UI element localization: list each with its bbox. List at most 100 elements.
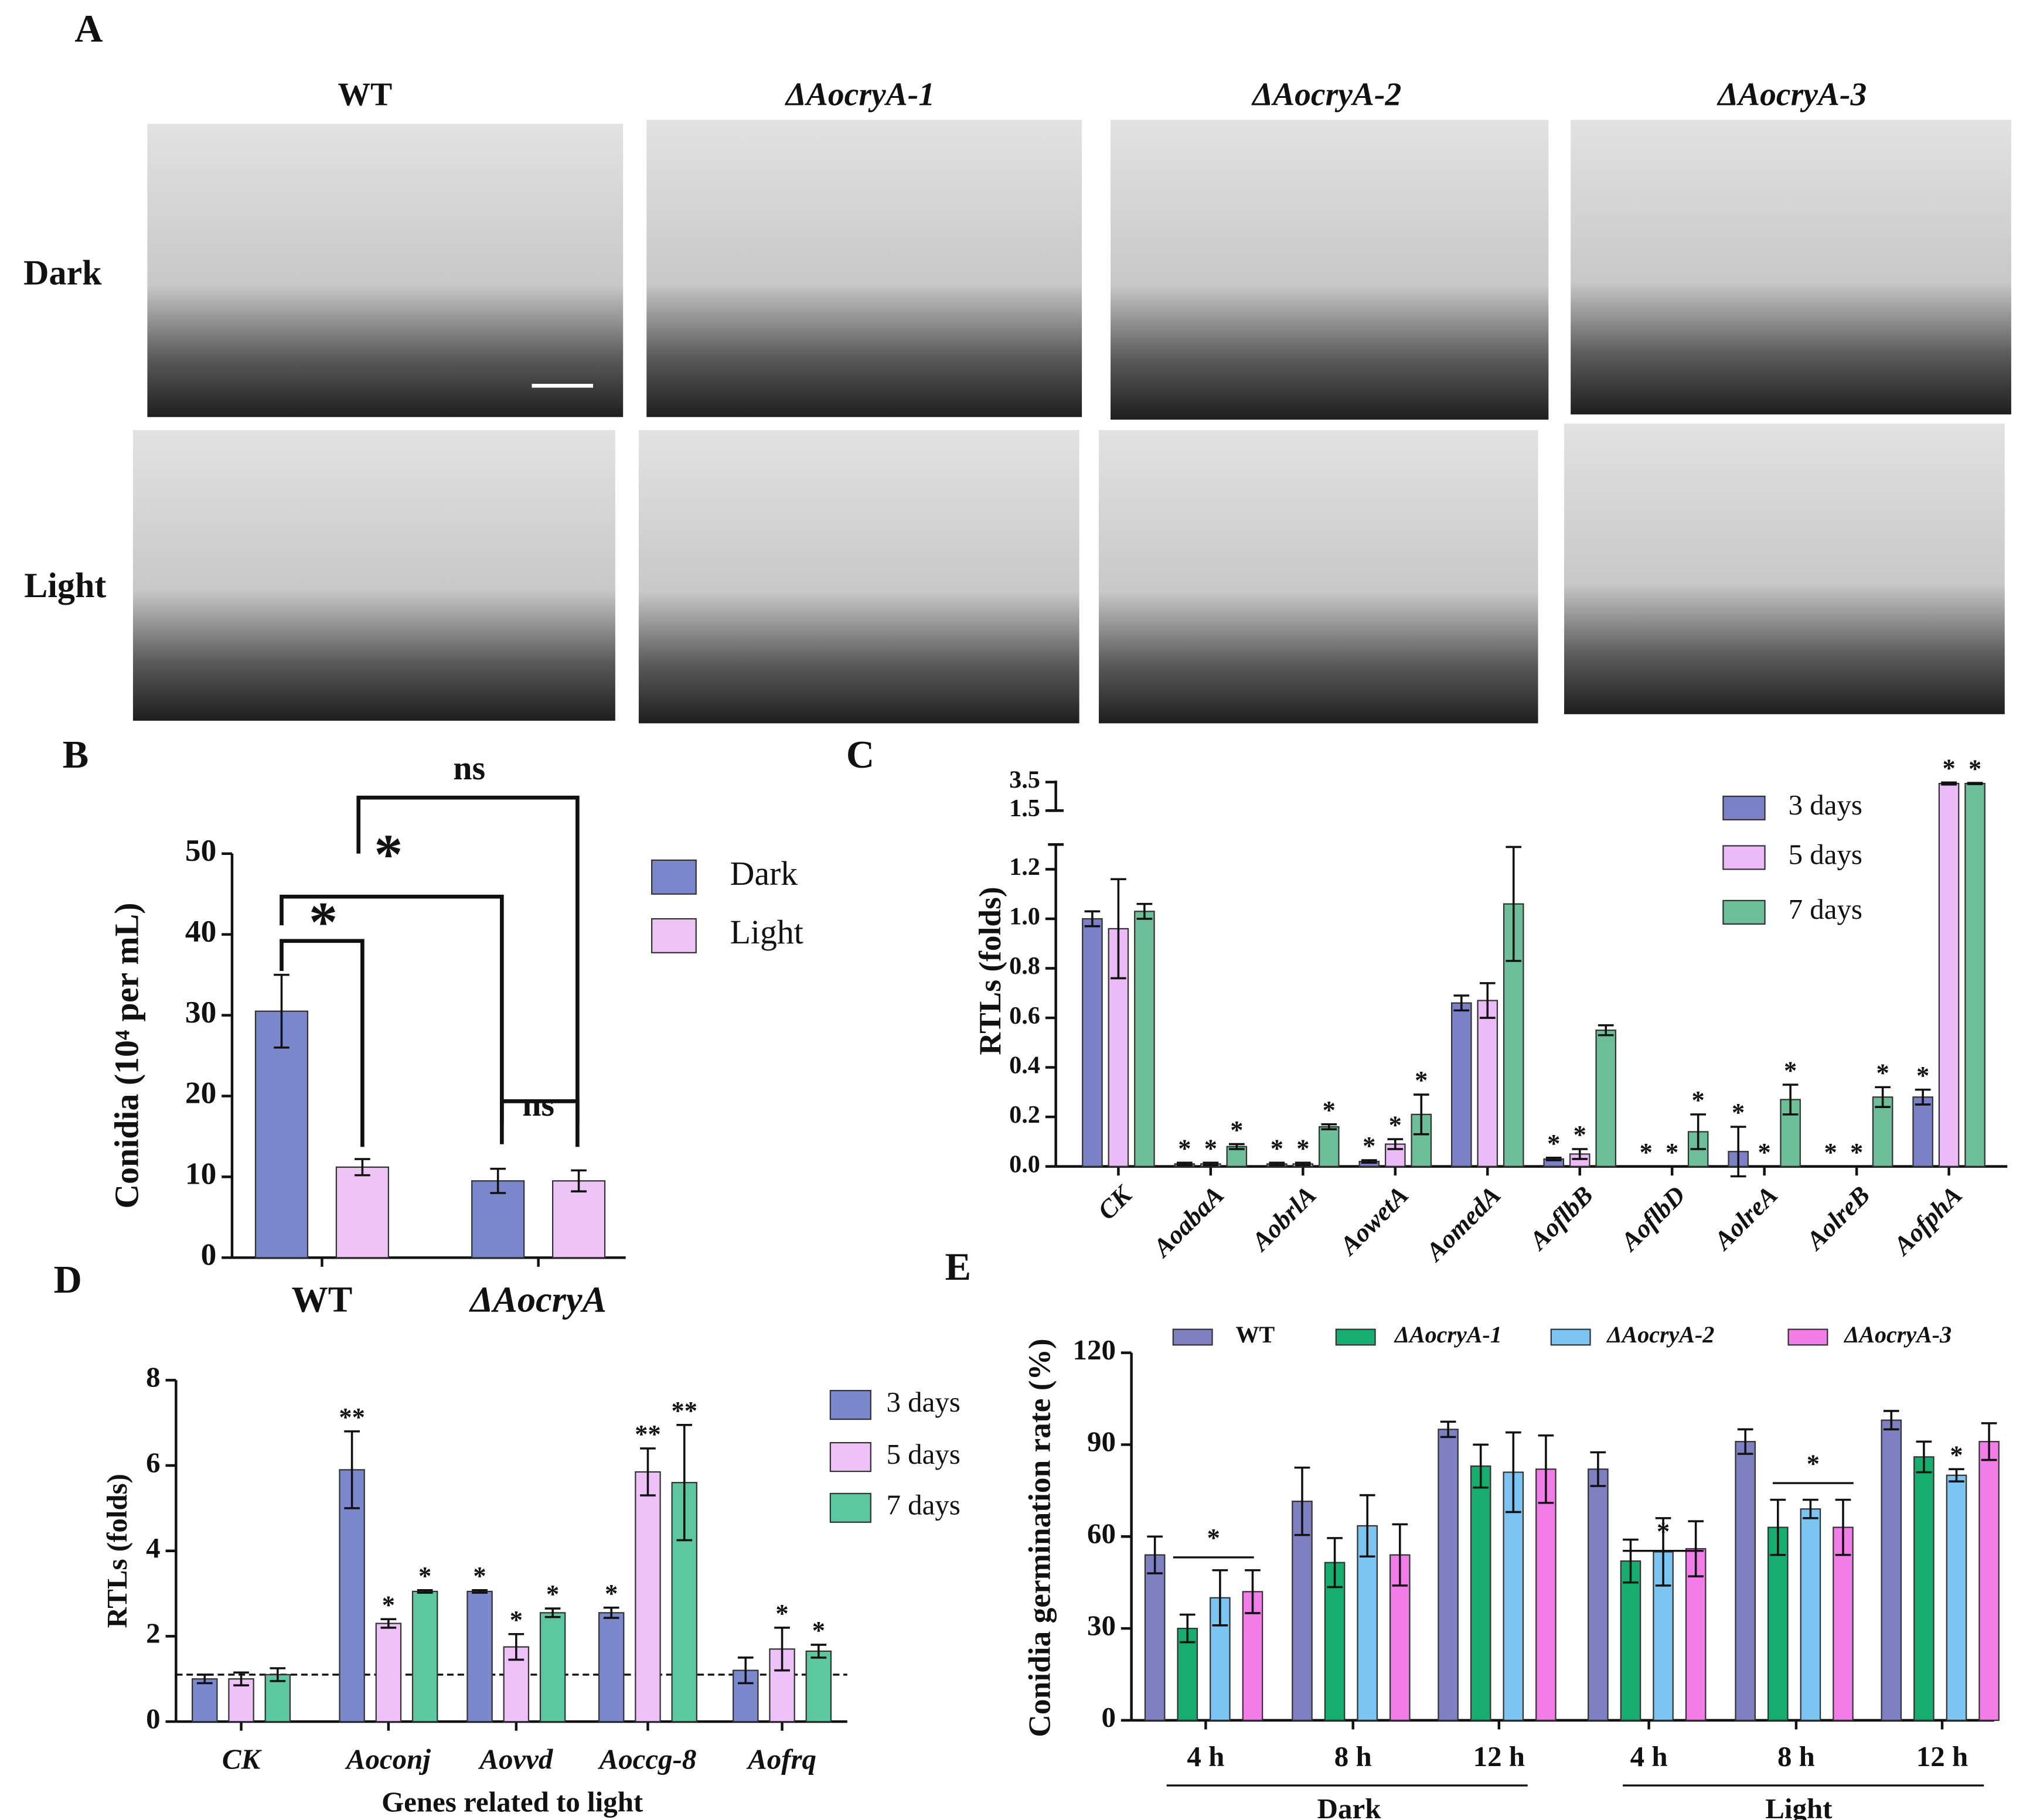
bar <box>1177 1627 1198 1721</box>
legend-label: 3 days <box>1789 789 1862 821</box>
bar <box>1144 1554 1166 1721</box>
significance-label: * <box>1547 1129 1560 1158</box>
bar <box>335 1166 389 1259</box>
panel-label: C <box>846 734 874 776</box>
significance-label: * <box>1807 1448 1820 1478</box>
legend-label: 5 days <box>886 1438 960 1470</box>
y-tick-label: 0 <box>146 1702 160 1734</box>
legend-swatch <box>1722 899 1766 925</box>
bar <box>1872 1096 1893 1167</box>
legend-label: ΔAocryA-2 <box>1606 1321 1714 1348</box>
significance-label: * <box>1178 1133 1191 1163</box>
x-tick-label: Aovvd <box>478 1743 554 1775</box>
bar <box>539 1612 566 1723</box>
significance-label: * <box>775 1599 788 1628</box>
panel-label: E <box>945 1246 972 1289</box>
legend-swatch <box>829 1390 871 1420</box>
significance-label: ** <box>635 1419 660 1448</box>
bar <box>1620 1560 1641 1721</box>
significance-label: * <box>1692 1085 1705 1115</box>
significance-label: * <box>1784 1055 1797 1085</box>
bar <box>598 1612 625 1723</box>
legend-label: 3 days <box>886 1386 960 1418</box>
y-tick-label: 3.5 <box>1009 766 1040 793</box>
significance-label: * <box>1230 1115 1243 1144</box>
y-tick-label: 2 <box>146 1617 160 1649</box>
bar <box>375 1623 402 1723</box>
bar <box>1470 1465 1491 1721</box>
significance-label: * <box>1296 1133 1309 1163</box>
y-tick-label: 1.2 <box>1009 853 1040 881</box>
y-tick-label: 0.6 <box>1009 1002 1040 1030</box>
significance-bracket <box>356 795 580 1147</box>
x-tick-label: AomedA <box>1419 1180 1506 1267</box>
x-tick-label: Aoconj <box>345 1743 431 1775</box>
x-tick-label: 12 h <box>1473 1740 1525 1773</box>
legend-swatch <box>1550 1328 1591 1346</box>
y-tick-label: 1.5 <box>1009 795 1040 822</box>
x-tick-label: 8 h <box>1777 1740 1815 1773</box>
x-tick-label: 12 h <box>1916 1740 1968 1773</box>
y-tick-label: 30 <box>185 994 216 1030</box>
bar <box>1082 918 1103 1167</box>
legend-swatch <box>1722 795 1766 821</box>
row-label: Light <box>24 565 106 605</box>
micrograph <box>1564 423 2005 714</box>
y-tick-label: 0.8 <box>1009 952 1040 980</box>
micrograph <box>1111 120 1549 420</box>
significance-label: * <box>1657 1516 1670 1546</box>
x-tick-label: AolreA <box>1707 1180 1783 1256</box>
bar <box>1595 1030 1616 1167</box>
significance-bracket <box>280 894 504 1144</box>
y-tick-label: 40 <box>185 914 216 949</box>
bar <box>1767 1526 1789 1721</box>
significance-label: * <box>1850 1137 1863 1167</box>
bar <box>1357 1525 1378 1721</box>
x-tick-label: 8 h <box>1334 1740 1372 1773</box>
legend-swatch <box>1722 845 1766 870</box>
y-axis-label: RTLs (folds) <box>101 1474 133 1628</box>
bar <box>805 1650 832 1723</box>
bar <box>466 1590 493 1723</box>
significance-label: * <box>812 1615 825 1645</box>
bar <box>1913 1456 1935 1721</box>
significance-label: * <box>1968 754 1981 783</box>
bar <box>192 1678 218 1723</box>
bar <box>1833 1526 1854 1721</box>
significance-label: * <box>1207 1523 1220 1552</box>
legend-label: ΔAocryA-3 <box>1843 1321 1952 1348</box>
significance-label: * <box>382 1590 395 1619</box>
significance-label: * <box>605 1579 618 1608</box>
y-tick-label: 30 <box>1087 1609 1116 1641</box>
column-label: ΔAocryA-2 <box>1251 77 1401 113</box>
bar <box>264 1674 291 1723</box>
group-label: Dark <box>1317 1792 1382 1820</box>
bar <box>1503 1471 1524 1721</box>
bar <box>1912 1096 1933 1167</box>
significance-label: * <box>1204 1133 1217 1163</box>
bar <box>1800 1508 1821 1721</box>
significance-label: * <box>1732 1098 1745 1127</box>
significance-label: * <box>1389 1110 1402 1139</box>
y-tick-label: 0.4 <box>1009 1051 1040 1079</box>
legend-swatch <box>1172 1328 1213 1346</box>
significance-label: * <box>1640 1137 1653 1167</box>
bar <box>1450 1002 1472 1167</box>
legend-swatch <box>829 1492 871 1523</box>
x-tick-label: AolreB <box>1799 1180 1875 1256</box>
y-tick-label: 8 <box>146 1361 160 1393</box>
bar <box>1292 1501 1313 1721</box>
legend-label: Light <box>730 913 803 951</box>
legend-label: ΔAocryA-1 <box>1394 1321 1502 1348</box>
significance-label: * <box>1758 1137 1771 1167</box>
significance-label: * <box>374 823 403 886</box>
legend-label: 7 days <box>1789 893 1862 925</box>
bar <box>1477 1000 1498 1167</box>
panel-label: D <box>54 1259 82 1301</box>
bar <box>1978 1441 2000 1721</box>
column-label: ΔAocryA-1 <box>785 77 935 113</box>
y-tick-label: 50 <box>185 833 216 868</box>
column-label: ΔAocryA-3 <box>1717 77 1867 113</box>
significance-label: * <box>1824 1137 1837 1167</box>
